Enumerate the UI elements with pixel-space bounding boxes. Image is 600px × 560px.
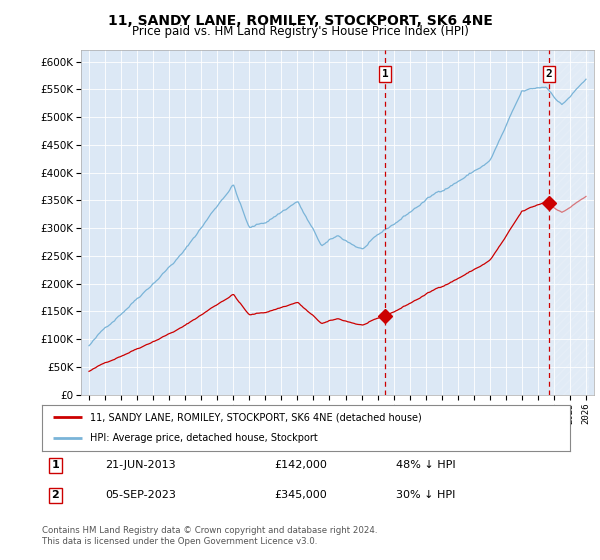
Text: Contains HM Land Registry data © Crown copyright and database right 2024.
This d: Contains HM Land Registry data © Crown c… [42,526,377,546]
Text: 2: 2 [545,69,552,79]
Text: HPI: Average price, detached house, Stockport: HPI: Average price, detached house, Stoc… [89,433,317,444]
Text: 11, SANDY LANE, ROMILEY, STOCKPORT, SK6 4NE (detached house): 11, SANDY LANE, ROMILEY, STOCKPORT, SK6 … [89,412,421,422]
Bar [549,50,589,395]
Text: 1: 1 [52,460,59,470]
Text: 21-JUN-2013: 21-JUN-2013 [106,460,176,470]
Text: 1: 1 [382,69,388,79]
Text: 48% ↓ HPI: 48% ↓ HPI [396,460,455,470]
Text: £142,000: £142,000 [274,460,327,470]
Text: 05-SEP-2023: 05-SEP-2023 [106,490,176,500]
Text: Price paid vs. HM Land Registry's House Price Index (HPI): Price paid vs. HM Land Registry's House … [131,25,469,38]
Text: 11, SANDY LANE, ROMILEY, STOCKPORT, SK6 4NE: 11, SANDY LANE, ROMILEY, STOCKPORT, SK6 … [107,14,493,28]
Text: 30% ↓ HPI: 30% ↓ HPI [396,490,455,500]
Text: 2: 2 [52,490,59,500]
Text: £345,000: £345,000 [274,490,327,500]
